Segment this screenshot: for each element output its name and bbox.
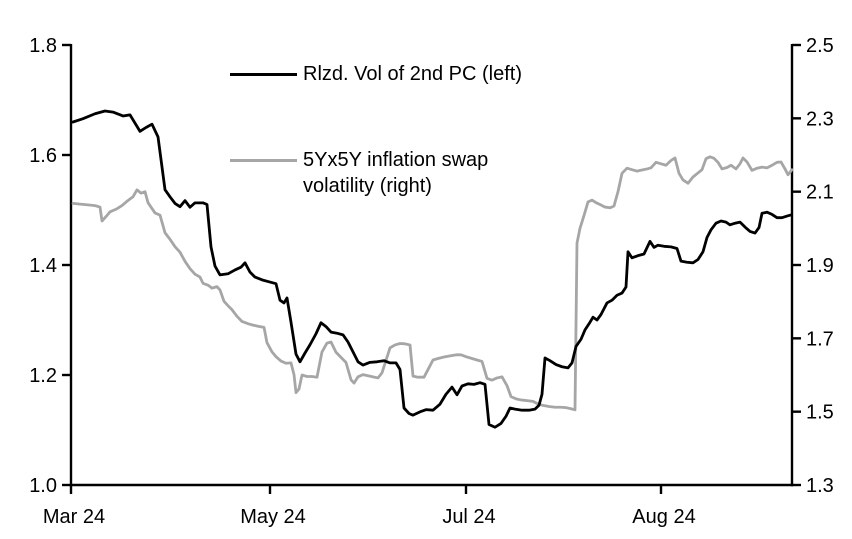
legend-line-sample-black bbox=[230, 73, 297, 76]
legend-label-inflation-swap-line2: volatility (right) bbox=[303, 175, 432, 197]
left-axis-tick-label: 1.0 bbox=[29, 475, 57, 497]
legend-line-sample-gray bbox=[230, 159, 297, 162]
right-axis-tick-label: 2.1 bbox=[806, 182, 834, 204]
legend-label-inflation-swap: 5Yx5Y inflation swap volatility (right) bbox=[303, 147, 488, 199]
series-line-inflation-swap-vol bbox=[71, 155, 794, 412]
left-axis-tick-label: 1.4 bbox=[29, 255, 57, 277]
legend-label-inflation-swap-line1: 5Yx5Y inflation swap bbox=[303, 149, 489, 171]
x-axis-tick-label: Mar 24 bbox=[43, 506, 105, 528]
right-axis-tick-label: 2.3 bbox=[806, 108, 834, 130]
left-axis-tick-label: 1.8 bbox=[29, 35, 57, 57]
right-axis-tick-label: 2.5 bbox=[806, 35, 834, 57]
right-axis-tick-label: 1.7 bbox=[806, 328, 834, 350]
x-axis-tick-label: Jul 24 bbox=[442, 506, 495, 528]
left-axis-tick-label: 1.6 bbox=[29, 145, 57, 167]
series-line-realized-vol bbox=[71, 109, 793, 429]
left-axis-tick-label: 1.2 bbox=[29, 365, 57, 387]
right-axis-tick-label: 1.9 bbox=[806, 255, 834, 277]
x-axis-tick-label: May 24 bbox=[240, 506, 306, 528]
right-axis-tick-label: 1.3 bbox=[806, 475, 834, 497]
legend-label-realized-vol: Rlzd. Vol of 2nd PC (left) bbox=[303, 63, 522, 85]
x-axis-tick-label: Aug 24 bbox=[632, 506, 695, 528]
right-axis-tick-label: 1.5 bbox=[806, 402, 834, 424]
